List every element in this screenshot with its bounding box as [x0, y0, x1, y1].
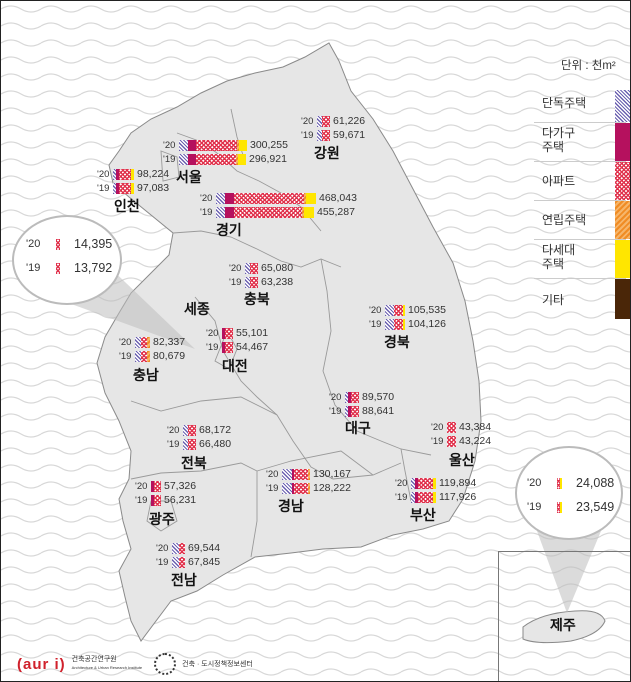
- auri-name: 건축공간연구원: [71, 656, 117, 663]
- stat-daejeon: '20 55,101 '19 54,467: [206, 327, 269, 353]
- region-label-incheon: 인천: [114, 198, 140, 214]
- region-label-ulsan: 울산: [449, 452, 475, 468]
- region-label-chungnam: 충남: [133, 367, 159, 383]
- multi-family-swatch: [615, 123, 630, 161]
- region-label-jeonnam: 전남: [171, 572, 197, 588]
- region-label-daegu: 대구: [345, 420, 371, 436]
- legend-item-multi-family: 다가구 주택: [534, 123, 630, 162]
- region-label-seoul: 서울: [176, 169, 202, 185]
- detached-house-swatch: [615, 90, 630, 122]
- jeju-callout: '20 24,088 '19 23,549: [515, 446, 623, 540]
- jeju-inset-box: [498, 551, 630, 681]
- stat-jeonnam: '20 69,544 '19 67,845: [156, 542, 221, 568]
- stat-incheon: '20 98,224 '19 97,083: [97, 168, 170, 194]
- legend-item-other: 기타: [534, 279, 630, 319]
- stat-gyeongbuk: '20 105,535 '19 104,126: [369, 304, 446, 330]
- stat-chungnam: '20 82,337 '19 80,679: [119, 336, 186, 362]
- auri-logo: (aur i): [17, 655, 66, 673]
- legend-item-detached: 단독주택: [534, 84, 630, 123]
- region-label-jeonbuk: 전북: [181, 455, 207, 471]
- legend-item-row-house: 연립주택: [534, 201, 630, 240]
- region-label-gangwon: 강원: [314, 145, 340, 161]
- other-swatch: [615, 279, 630, 319]
- legend-item-apartment: 아파트: [534, 162, 630, 201]
- stat-seoul: '20 300,255 '19 296,921: [163, 139, 288, 165]
- legend-label: 연립주택: [542, 213, 587, 227]
- stat-gangwon: '20 61,226 '19 59,671: [301, 115, 366, 141]
- info-center-name: 건축 · 도시정책정보센터: [182, 661, 253, 668]
- region-label-gyeonggi: 경기: [216, 222, 242, 238]
- legend-label: 단독주택: [542, 96, 587, 110]
- region-label-chungbuk: 충북: [244, 291, 270, 307]
- legend-label: 다세대 주택: [542, 243, 576, 271]
- unit-label: 단위 : 천m²: [561, 60, 616, 72]
- legend-label: 아파트: [542, 174, 576, 188]
- region-label-busan: 부산: [410, 507, 436, 523]
- auri-subtitle: Architecture & Urban Research Institute: [71, 665, 143, 670]
- row-house-swatch: [615, 201, 630, 239]
- stat-gyeonggi: '20 468,043 '19 455,287: [200, 192, 357, 218]
- stat-chungbuk: '20 65,080 '19 63,238: [229, 262, 294, 288]
- stat-daegu: '20 89,570 '19 88,641: [329, 391, 395, 417]
- legend-label: 다가구 주택: [542, 126, 576, 154]
- stat-gyeongnam: '20 130,167 '19 128,222: [266, 468, 351, 494]
- region-label-sejong: 세종: [184, 301, 210, 317]
- legend-item-multiplex: 다세대 주택: [534, 240, 630, 279]
- multiplex-swatch: [615, 240, 630, 278]
- region-label-jeju: 제주: [550, 617, 576, 633]
- info-center-logo-icon: [154, 653, 177, 675]
- footer-logos: (aur i) 건축공간연구원 Architecture & Urban Res…: [17, 653, 253, 675]
- legend-label: 기타: [542, 293, 565, 307]
- stat-ulsan: '20 43,384 '19 43,224: [431, 421, 492, 447]
- region-label-gwangju: 광주: [149, 511, 175, 527]
- apartment-swatch: [615, 162, 630, 200]
- stat-jeonbuk: '20 68,172 '19 66,480: [167, 424, 232, 450]
- region-label-gyeongbuk: 경북: [384, 334, 410, 350]
- stat-busan: '20 119,894 '19 117,926: [395, 477, 477, 503]
- region-label-gyeongnam: 경남: [278, 498, 304, 514]
- sejong-callout: '20 14,395 '19 13,792: [12, 215, 122, 305]
- region-label-daejeon: 대전: [222, 358, 248, 374]
- stat-gwangju: '20 57,326 '19 56,231: [135, 480, 197, 506]
